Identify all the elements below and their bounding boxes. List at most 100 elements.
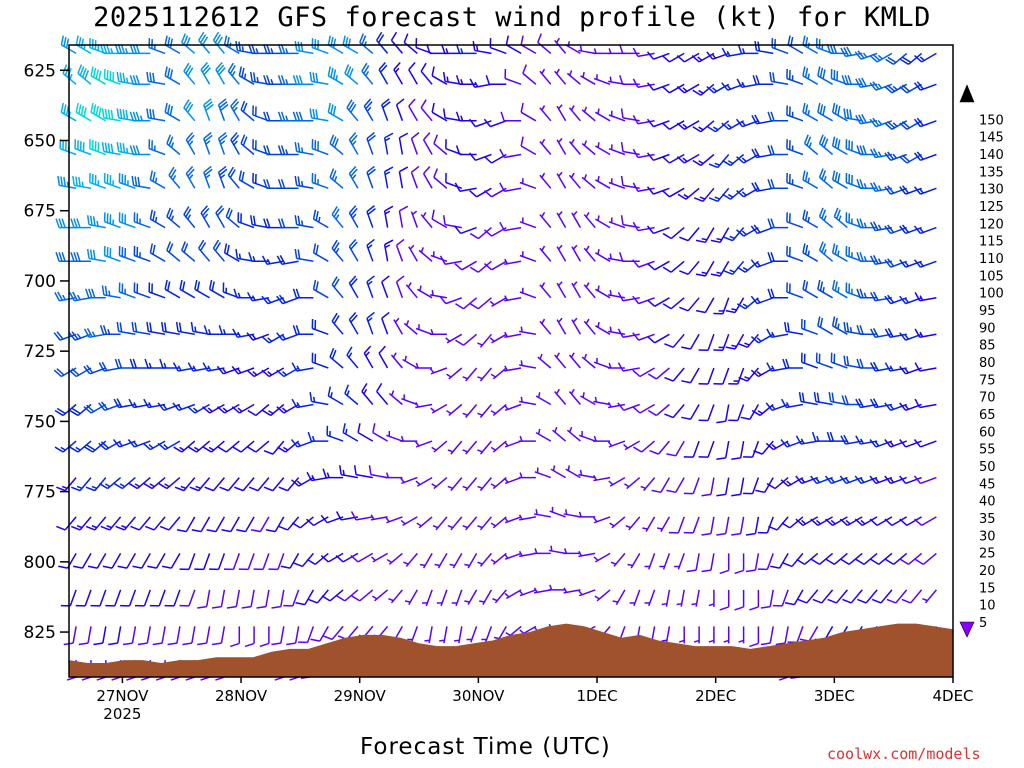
- barb-shaft: [684, 52, 700, 63]
- barb-half: [282, 370, 287, 376]
- barb-full: [695, 309, 706, 314]
- barb-full: [780, 439, 788, 448]
- barb-full: [181, 33, 186, 43]
- barb-shaft: [637, 153, 655, 159]
- barb-full: [85, 486, 96, 492]
- wind-barb: [366, 238, 375, 262]
- wind-barb: [410, 165, 420, 189]
- barb-full: [857, 50, 865, 59]
- barb-shaft: [422, 173, 433, 189]
- wind-barb: [693, 187, 715, 203]
- barb-full: [246, 369, 255, 378]
- wind-barb: [554, 352, 567, 369]
- wind-barb: [578, 469, 596, 479]
- barb-full: [661, 156, 670, 164]
- barb-full: [197, 642, 207, 646]
- y-tick-label: 650: [24, 132, 56, 152]
- barb-shaft: [793, 589, 804, 605]
- wind-barb: [292, 325, 314, 336]
- barb-half: [385, 517, 390, 523]
- wind-barb: [642, 516, 656, 532]
- wind-barb: [608, 144, 626, 156]
- barb-full: [320, 514, 328, 524]
- wind-barb: [179, 589, 196, 607]
- barb-half: [919, 295, 924, 301]
- barb-half: [596, 357, 598, 364]
- barb-full: [278, 294, 287, 304]
- wind-barb: [253, 553, 270, 571]
- wind-barb: [331, 206, 344, 229]
- barb-full: [91, 39, 94, 49]
- barb-full: [71, 368, 80, 376]
- wind-barb: [802, 279, 819, 299]
- barb-full: [899, 225, 907, 234]
- barb-full: [124, 175, 127, 185]
- barb-half: [607, 441, 613, 447]
- barb-half: [733, 380, 739, 382]
- wind-barb: [445, 333, 463, 344]
- barb-full: [788, 247, 791, 257]
- barb-full: [766, 362, 773, 372]
- barb-full: [327, 386, 332, 397]
- wind-barb: [386, 552, 403, 565]
- wind-barb: [854, 475, 878, 485]
- wind-barb: [271, 626, 285, 646]
- barb-half: [570, 172, 575, 178]
- wind-barb: [519, 251, 537, 263]
- wind-barb: [568, 105, 581, 122]
- wind-barb: [246, 292, 270, 302]
- barb-full: [754, 182, 761, 192]
- barb-full: [848, 213, 851, 223]
- wind-barb: [202, 362, 225, 372]
- barb-half: [439, 639, 445, 642]
- barb-full: [179, 568, 190, 571]
- barb-full: [148, 139, 151, 149]
- barb-full: [803, 320, 806, 330]
- barb-half: [919, 56, 925, 61]
- wind-barb: [415, 476, 433, 487]
- barb-full: [372, 423, 376, 433]
- barb-full: [238, 66, 243, 76]
- wind-barb: [518, 514, 537, 521]
- barb-half: [154, 177, 158, 183]
- barb-half: [682, 157, 688, 163]
- barb-full: [166, 134, 172, 144]
- barb-full: [129, 358, 135, 369]
- barb-full: [834, 171, 838, 182]
- barb-full: [202, 207, 210, 216]
- barb-full: [716, 532, 726, 536]
- barb-full: [786, 245, 788, 256]
- barb-half: [233, 140, 238, 146]
- barb-half: [365, 70, 370, 77]
- wind-barb: [101, 285, 121, 299]
- barb-full: [110, 143, 114, 154]
- barb-full: [95, 105, 99, 116]
- barb-full: [168, 166, 175, 176]
- wind-barb: [745, 553, 760, 573]
- barb-full: [736, 266, 746, 273]
- wind-barb: [462, 404, 478, 419]
- barb-shaft: [459, 187, 477, 192]
- wind-barb: [770, 553, 789, 569]
- barb-shaft: [672, 404, 685, 419]
- barb-full: [89, 249, 93, 259]
- wind-barb: [490, 367, 507, 380]
- barb-shaft: [476, 187, 492, 198]
- barb-half: [490, 559, 496, 564]
- wind-barb: [617, 328, 640, 338]
- barb-full: [646, 82, 655, 91]
- barb-full: [520, 102, 524, 113]
- barb-full: [902, 56, 912, 64]
- barb-shaft: [520, 111, 537, 122]
- wind-barb: [646, 51, 670, 60]
- barb-full: [122, 642, 133, 646]
- barb-shaft: [445, 297, 463, 305]
- barb-full: [884, 122, 893, 130]
- wind-barb: [713, 297, 730, 315]
- barb-shaft: [475, 120, 492, 128]
- barb-full: [314, 39, 317, 49]
- barb-shaft: [355, 516, 373, 521]
- barb-half: [729, 269, 735, 273]
- wind-barb: [817, 316, 833, 335]
- barb-full: [848, 140, 851, 150]
